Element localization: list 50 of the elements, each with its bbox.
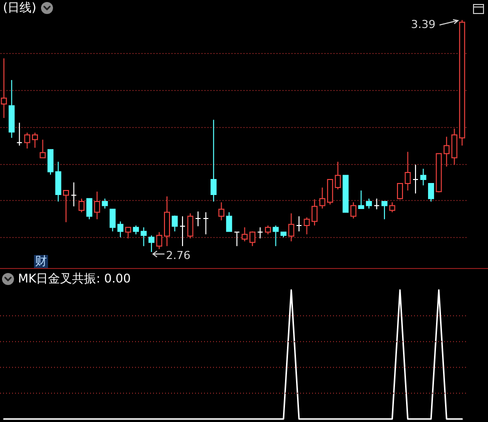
candlestick (117, 220, 124, 238)
candlestick (55, 161, 62, 202)
candlestick (172, 215, 178, 232)
annotation: 2.76 (166, 249, 190, 262)
chart-title: MK日金叉共振: 0.00 (18, 271, 131, 286)
text: 财 (34, 254, 48, 268)
candlestick (86, 198, 92, 220)
candlestick (164, 196, 170, 247)
candlestick (94, 191, 100, 220)
candlestick (296, 216, 302, 232)
candlestick (187, 212, 194, 239)
candlestick (420, 168, 426, 186)
candlestick (202, 212, 209, 235)
candlestick (63, 190, 70, 223)
candlestick (180, 216, 186, 247)
candlestick (210, 119, 217, 202)
candlestick (24, 132, 30, 150)
candlestick (404, 151, 411, 191)
candlestick (16, 122, 22, 146)
candlestick (381, 201, 388, 220)
candlestick (234, 232, 240, 247)
candlestick (242, 226, 248, 242)
candlestick (102, 198, 108, 210)
candlestick (334, 161, 341, 190)
candlestick (32, 132, 38, 148)
candlestick (257, 226, 264, 239)
candlestick (272, 224, 279, 247)
candlestick (78, 198, 85, 213)
candlestick (70, 182, 77, 207)
candlestick (218, 202, 224, 221)
candlestick (350, 202, 356, 219)
candlestick (428, 183, 434, 202)
candlestick (366, 198, 372, 210)
candlestick (110, 208, 116, 232)
chart-title: (日线) (3, 0, 36, 14)
candlestick (358, 190, 364, 210)
candlestick (125, 226, 132, 239)
candlestick (412, 164, 419, 194)
candlestick (374, 198, 380, 210)
candlestick (40, 139, 46, 158)
candlestick (249, 230, 256, 247)
candlestick (226, 212, 232, 232)
candlestick (47, 149, 54, 176)
candlestick (148, 234, 154, 252)
candlestick (288, 212, 294, 242)
candlestick (389, 202, 396, 213)
candlestick (195, 210, 202, 227)
candlestick (396, 183, 403, 200)
candlestick (156, 232, 162, 250)
annotation: 3.39 (411, 18, 436, 31)
